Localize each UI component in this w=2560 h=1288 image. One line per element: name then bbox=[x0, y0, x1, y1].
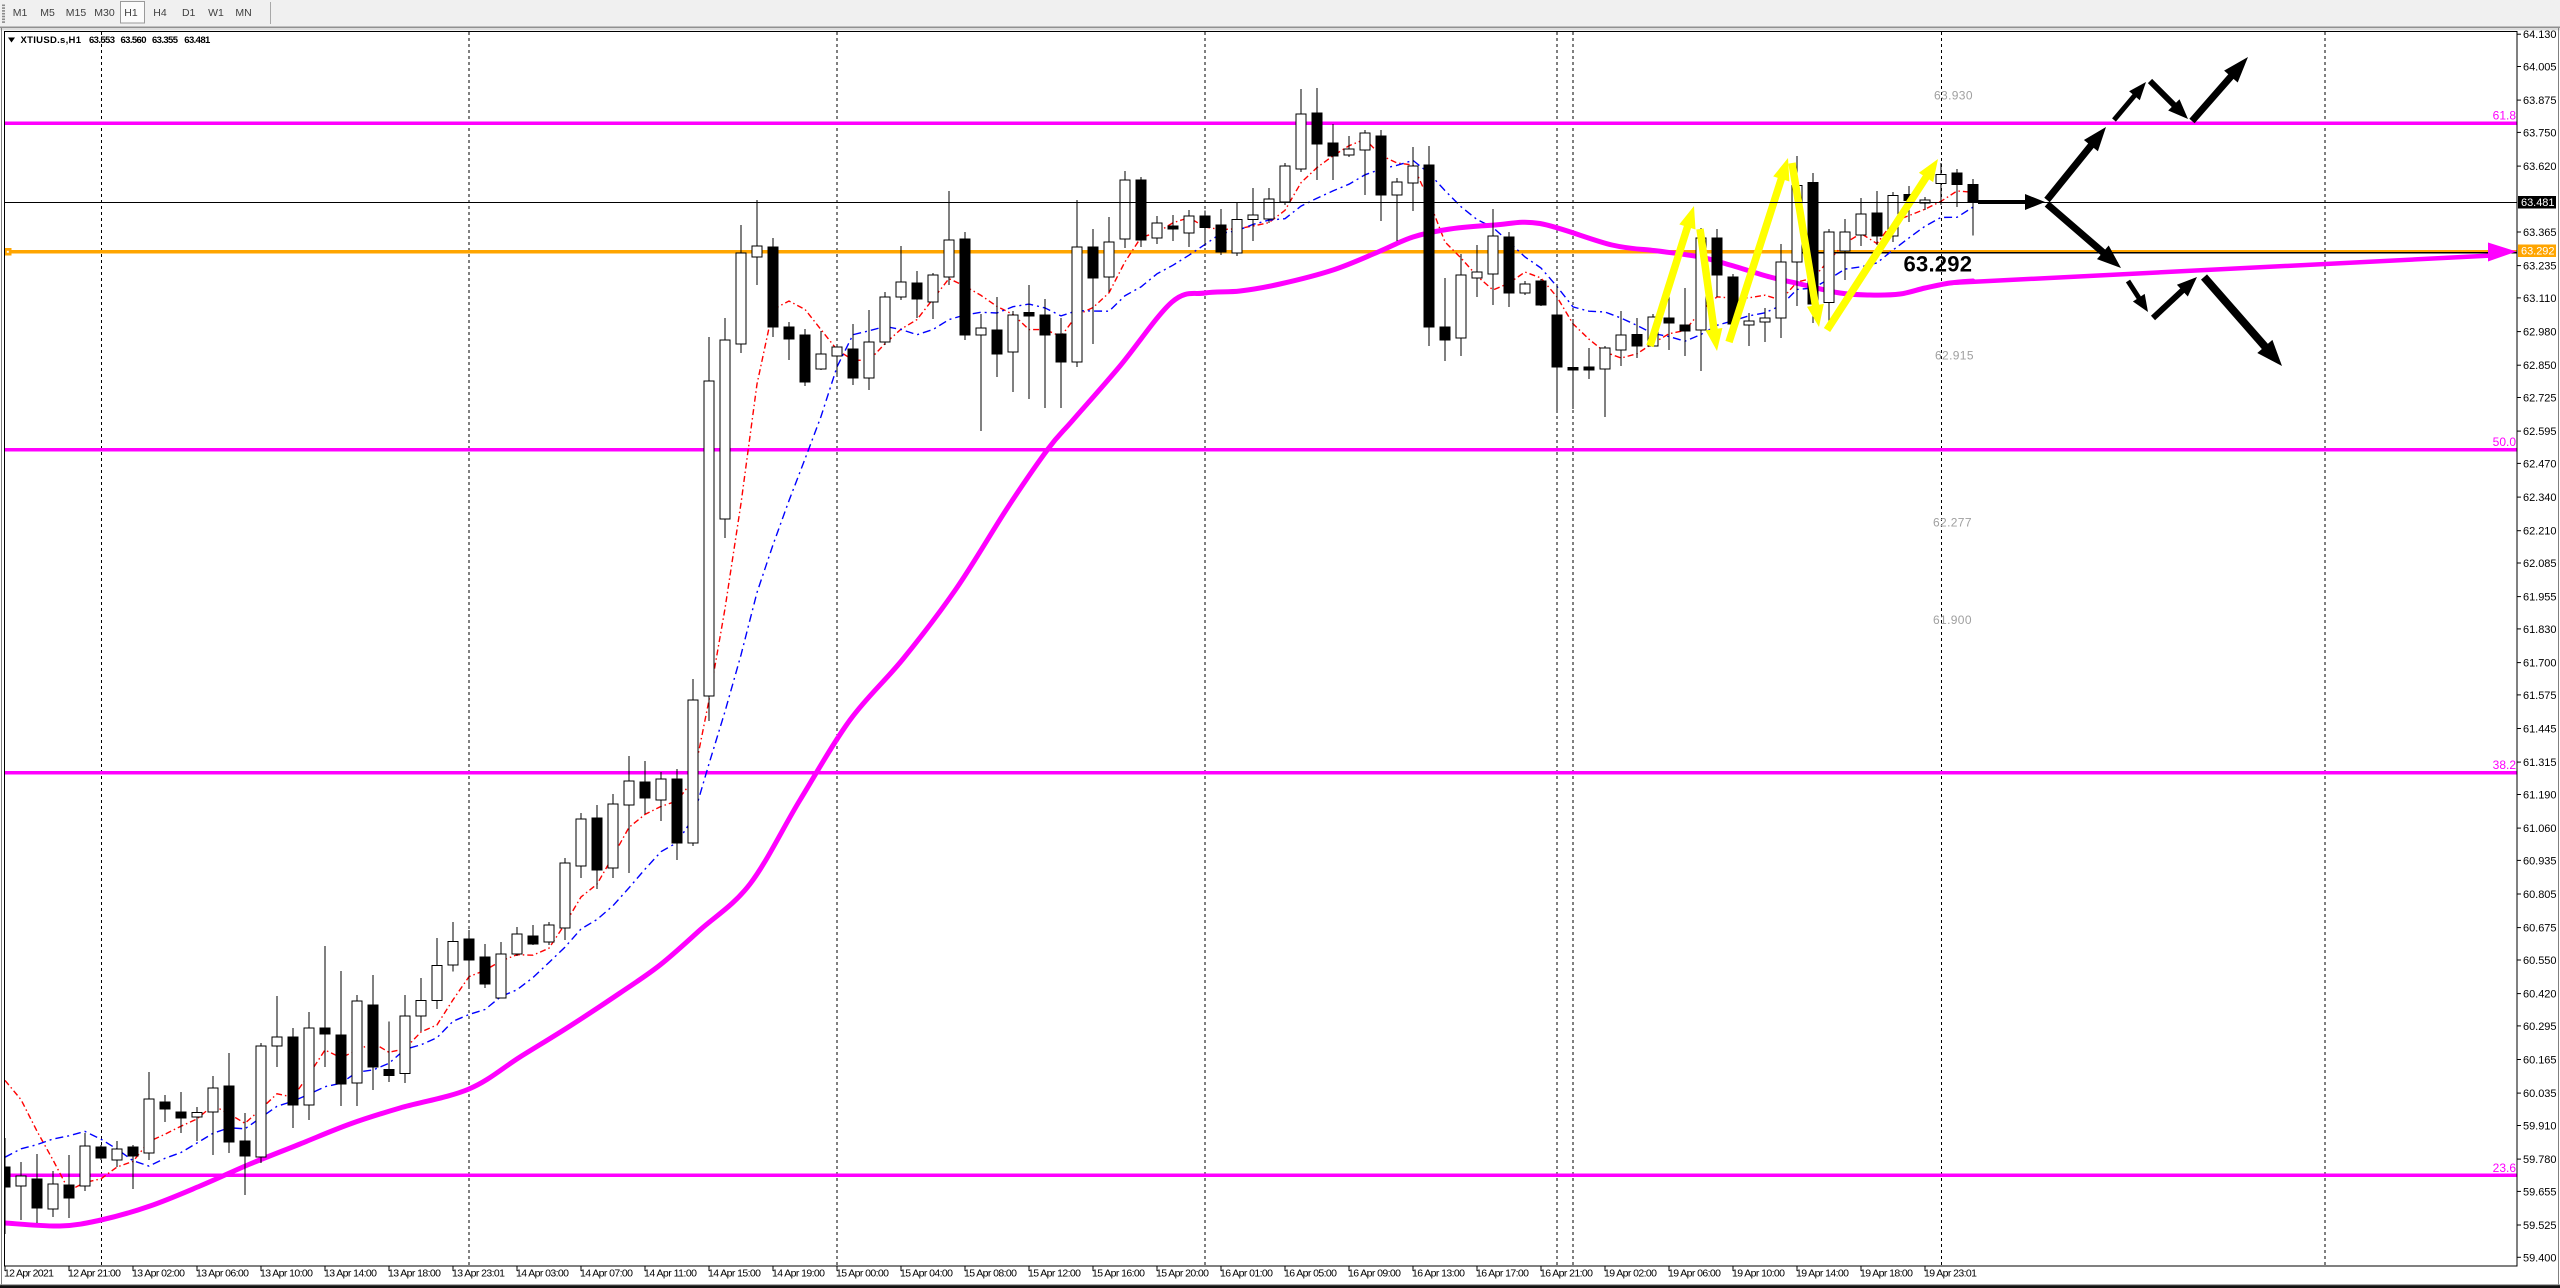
svg-text:H1: H1 bbox=[124, 7, 138, 19]
svg-text:19 Apr 18:00: 19 Apr 18:00 bbox=[1860, 1268, 1913, 1280]
svg-text:62.915: 62.915 bbox=[1935, 349, 1974, 363]
svg-text:62.725: 62.725 bbox=[2523, 393, 2557, 405]
svg-text:60.420: 60.420 bbox=[2523, 989, 2557, 1001]
svg-text:64.130: 64.130 bbox=[2523, 29, 2557, 41]
svg-text:60.935: 60.935 bbox=[2523, 855, 2557, 867]
svg-text:62.470: 62.470 bbox=[2523, 458, 2557, 470]
svg-text:59.910: 59.910 bbox=[2523, 1121, 2557, 1133]
svg-text:19 Apr 23:01: 19 Apr 23:01 bbox=[1924, 1268, 1977, 1280]
svg-text:64.005: 64.005 bbox=[2523, 62, 2557, 74]
svg-text:16 Apr 09:00: 16 Apr 09:00 bbox=[1348, 1268, 1401, 1280]
svg-text:16 Apr 13:00: 16 Apr 13:00 bbox=[1412, 1268, 1465, 1280]
svg-text:61.830: 61.830 bbox=[2523, 624, 2557, 636]
svg-text:12 Apr 21:00: 12 Apr 21:00 bbox=[68, 1268, 121, 1280]
svg-text:60.295: 60.295 bbox=[2523, 1021, 2557, 1033]
svg-text:60.165: 60.165 bbox=[2523, 1055, 2557, 1067]
svg-text:63.930: 63.930 bbox=[1934, 89, 1973, 103]
svg-text:50.0: 50.0 bbox=[2493, 435, 2517, 449]
svg-text:15 Apr 08:00: 15 Apr 08:00 bbox=[964, 1268, 1017, 1280]
svg-text:M30: M30 bbox=[94, 7, 115, 19]
svg-text:61.575: 61.575 bbox=[2523, 690, 2557, 702]
svg-text:14 Apr 03:00: 14 Apr 03:00 bbox=[516, 1268, 569, 1280]
svg-text:14 Apr 19:00: 14 Apr 19:00 bbox=[772, 1268, 825, 1280]
svg-text:63.875: 63.875 bbox=[2523, 95, 2557, 107]
svg-text:D1: D1 bbox=[182, 7, 196, 19]
svg-text:13 Apr 14:00: 13 Apr 14:00 bbox=[324, 1268, 377, 1280]
svg-text:MN: MN bbox=[235, 7, 251, 19]
svg-text:63.481: 63.481 bbox=[2521, 197, 2555, 209]
svg-text:62.340: 62.340 bbox=[2523, 492, 2557, 504]
svg-text:63.750: 63.750 bbox=[2523, 127, 2557, 139]
svg-text:XTIUSD.s,H1: XTIUSD.s,H1 bbox=[21, 35, 82, 46]
svg-text:15 Apr 04:00: 15 Apr 04:00 bbox=[900, 1268, 953, 1280]
svg-text:63.553: 63.553 bbox=[89, 35, 115, 46]
svg-text:19 Apr 02:00: 19 Apr 02:00 bbox=[1604, 1268, 1657, 1280]
svg-text:63.481: 63.481 bbox=[184, 35, 211, 46]
svg-text:13 Apr 23:01: 13 Apr 23:01 bbox=[452, 1268, 505, 1280]
svg-text:15 Apr 00:00: 15 Apr 00:00 bbox=[836, 1268, 889, 1280]
svg-text:M5: M5 bbox=[40, 7, 55, 19]
svg-text:62.210: 62.210 bbox=[2523, 526, 2557, 538]
svg-text:14 Apr 11:00: 14 Apr 11:00 bbox=[644, 1268, 697, 1280]
svg-text:63.620: 63.620 bbox=[2523, 161, 2557, 173]
svg-text:13 Apr 18:00: 13 Apr 18:00 bbox=[388, 1268, 441, 1280]
svg-text:62.980: 62.980 bbox=[2523, 327, 2557, 339]
svg-text:16 Apr 17:00: 16 Apr 17:00 bbox=[1476, 1268, 1529, 1280]
svg-text:63.365: 63.365 bbox=[2523, 227, 2557, 239]
svg-text:60.035: 60.035 bbox=[2523, 1088, 2557, 1100]
svg-text:23.6: 23.6 bbox=[2493, 1161, 2517, 1175]
svg-text:60.805: 60.805 bbox=[2523, 889, 2557, 901]
svg-text:61.190: 61.190 bbox=[2523, 790, 2557, 802]
svg-text:12 Apr 2021: 12 Apr 2021 bbox=[4, 1268, 54, 1280]
svg-text:63.355: 63.355 bbox=[152, 35, 179, 46]
svg-text:62.085: 62.085 bbox=[2523, 558, 2557, 570]
svg-text:59.780: 59.780 bbox=[2523, 1154, 2557, 1166]
svg-text:63.110: 63.110 bbox=[2523, 293, 2557, 305]
svg-text:15 Apr 16:00: 15 Apr 16:00 bbox=[1092, 1268, 1145, 1280]
svg-text:62.277: 62.277 bbox=[1933, 516, 1972, 530]
svg-text:61.700: 61.700 bbox=[2523, 658, 2557, 670]
svg-text:M15: M15 bbox=[66, 7, 87, 19]
svg-text:H4: H4 bbox=[153, 7, 167, 19]
svg-text:16 Apr 01:00: 16 Apr 01:00 bbox=[1220, 1268, 1273, 1280]
svg-text:61.8: 61.8 bbox=[2493, 109, 2517, 123]
svg-text:14 Apr 15:00: 14 Apr 15:00 bbox=[708, 1268, 761, 1280]
svg-text:59.655: 59.655 bbox=[2523, 1186, 2557, 1198]
svg-text:61.315: 61.315 bbox=[2523, 757, 2557, 769]
svg-text:60.550: 60.550 bbox=[2523, 955, 2557, 967]
svg-text:19 Apr 14:00: 19 Apr 14:00 bbox=[1796, 1268, 1849, 1280]
svg-text:M1: M1 bbox=[13, 7, 28, 19]
svg-text:61.060: 61.060 bbox=[2523, 823, 2557, 835]
svg-text:60.675: 60.675 bbox=[2523, 923, 2557, 935]
svg-text:14 Apr 07:00: 14 Apr 07:00 bbox=[580, 1268, 633, 1280]
svg-text:15 Apr 20:00: 15 Apr 20:00 bbox=[1156, 1268, 1209, 1280]
svg-text:61.445: 61.445 bbox=[2523, 724, 2557, 736]
svg-text:15 Apr 12:00: 15 Apr 12:00 bbox=[1028, 1268, 1081, 1280]
svg-text:16 Apr 05:00: 16 Apr 05:00 bbox=[1284, 1268, 1337, 1280]
svg-text:16 Apr 21:00: 16 Apr 21:00 bbox=[1540, 1268, 1593, 1280]
svg-text:61.955: 61.955 bbox=[2523, 592, 2557, 604]
svg-text:63.560: 63.560 bbox=[121, 35, 147, 46]
svg-text:59.525: 59.525 bbox=[2523, 1220, 2557, 1232]
svg-text:62.595: 62.595 bbox=[2523, 426, 2557, 438]
svg-text:13 Apr 02:00: 13 Apr 02:00 bbox=[132, 1268, 185, 1280]
svg-text:19 Apr 06:00: 19 Apr 06:00 bbox=[1668, 1268, 1721, 1280]
svg-text:63.292: 63.292 bbox=[2521, 246, 2555, 258]
svg-text:63.292: 63.292 bbox=[1904, 252, 1973, 277]
svg-text:62.850: 62.850 bbox=[2523, 360, 2557, 372]
svg-text:61.900: 61.900 bbox=[1933, 613, 1972, 627]
svg-text:19 Apr 10:00: 19 Apr 10:00 bbox=[1732, 1268, 1785, 1280]
svg-text:13 Apr 06:00: 13 Apr 06:00 bbox=[196, 1268, 249, 1280]
svg-text:59.400: 59.400 bbox=[2523, 1252, 2557, 1264]
svg-text:13 Apr 10:00: 13 Apr 10:00 bbox=[260, 1268, 313, 1280]
svg-text:38.2: 38.2 bbox=[2493, 758, 2517, 772]
svg-text:63.235: 63.235 bbox=[2523, 261, 2557, 273]
svg-text:W1: W1 bbox=[208, 7, 224, 19]
